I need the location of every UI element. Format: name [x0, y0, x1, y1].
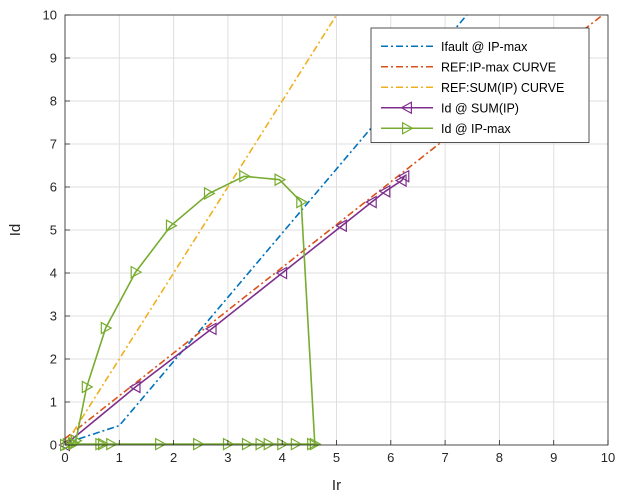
data-point-marker — [68, 437, 80, 451]
legend-label: REF:IP-max CURVE — [441, 60, 556, 74]
data-point-marker — [277, 437, 289, 451]
data-point-marker — [309, 437, 322, 451]
x-tick-label: 9 — [550, 450, 557, 465]
y-tick-label: 10 — [43, 8, 57, 23]
legend-label: Ifault @ IP-max — [441, 40, 528, 54]
data-point-marker — [378, 184, 391, 198]
x-tick-label: 5 — [333, 450, 340, 465]
series-4 — [59, 169, 322, 452]
legend-label: REF:SUM(IP) CURVE — [441, 81, 564, 95]
data-point-marker — [263, 437, 276, 451]
y-tick-label: 9 — [50, 51, 57, 66]
legend-item: REF:IP-max CURVE — [381, 60, 556, 74]
y-tick-label: 4 — [50, 266, 57, 281]
data-point-marker — [402, 121, 414, 135]
data-point-marker — [397, 169, 410, 183]
data-point-marker — [290, 437, 303, 451]
data-point-marker — [274, 173, 287, 187]
data-point-marker — [335, 219, 347, 233]
data-point-marker — [239, 169, 251, 183]
y-tick-label: 1 — [50, 395, 57, 410]
y-tick-label: 8 — [50, 94, 57, 109]
legend-label: Id @ IP-max — [441, 122, 511, 136]
data-point-marker — [307, 437, 319, 451]
series-line — [64, 175, 406, 446]
data-point-marker — [130, 265, 143, 279]
x-tick-label: 6 — [387, 450, 394, 465]
x-tick-label: 4 — [279, 450, 286, 465]
series-2 — [64, 14, 338, 446]
x-axis-label: Ir — [332, 477, 341, 494]
series-3 — [58, 169, 410, 452]
y-tick-label: 7 — [50, 137, 57, 152]
y-tick-label: 2 — [50, 352, 57, 367]
data-point-marker — [81, 380, 94, 394]
data-point-marker — [95, 437, 108, 451]
y-tick-label: 0 — [50, 438, 57, 453]
y-tick-label: 5 — [50, 223, 57, 238]
data-point-marker — [255, 437, 268, 451]
legend-item: REF:SUM(IP) CURVE — [381, 81, 564, 95]
data-point-marker — [203, 186, 216, 200]
data-point-marker — [222, 437, 235, 451]
data-point-marker — [193, 437, 205, 451]
data-point-marker — [275, 266, 288, 280]
legend-item: Id @ SUM(IP) — [381, 101, 519, 115]
data-point-marker — [100, 321, 113, 335]
legend: Ifault @ IP-max REF:IP-max CURVE REF:SUM(I… — [370, 27, 590, 143]
legend-item: Ifault @ IP-max — [381, 40, 528, 54]
x-tick-label: 1 — [116, 450, 123, 465]
axes: 0 1 2 3 4 5 6 7 8 9 10 0 1 2 3 4 5 6 7 8 9 10 — [43, 8, 616, 466]
x-tick-label: 2 — [170, 450, 177, 465]
data-point-marker — [365, 195, 377, 209]
y-tick-label: 6 — [50, 180, 57, 195]
y-axis-label: Id — [7, 224, 24, 237]
x-tick-label: 8 — [496, 450, 503, 465]
data-point-marker — [98, 437, 110, 451]
x-tick-label: 10 — [601, 450, 615, 465]
data-point-marker — [296, 195, 308, 209]
x-tick-label: 7 — [441, 450, 448, 465]
data-point-marker — [241, 437, 254, 451]
legend-item: Id @ IP-max — [381, 121, 511, 136]
data-point-marker — [155, 437, 167, 451]
series-line — [64, 14, 338, 446]
data-point-marker — [128, 380, 141, 394]
data-point-marker — [165, 219, 178, 233]
x-tick-label: 3 — [224, 450, 231, 465]
y-tick-label: 3 — [50, 309, 57, 324]
data-point-marker — [400, 101, 412, 115]
data-point-marker — [204, 322, 217, 336]
x-tick-label: 0 — [61, 450, 68, 465]
legend-label: Id @ SUM(IP) — [441, 101, 519, 115]
legend-box — [370, 27, 590, 143]
